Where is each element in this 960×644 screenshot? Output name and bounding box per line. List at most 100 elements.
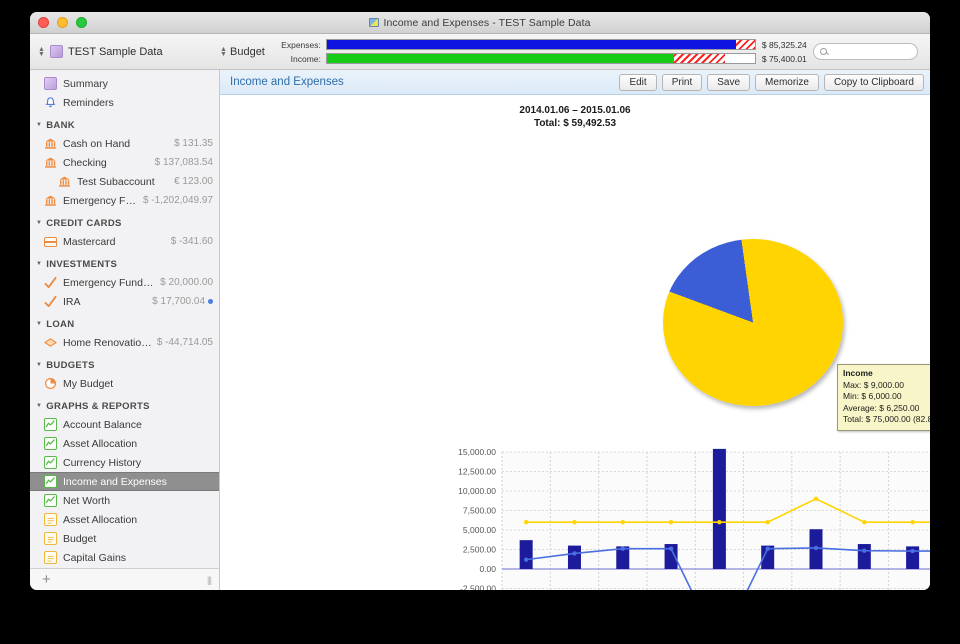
- budget-bar-income-fill: [326, 54, 674, 63]
- data-point-expenses-02-2014[interactable]: [572, 551, 577, 556]
- sidebar-item-currency-history[interactable]: Currency History: [30, 453, 219, 472]
- sidebar-group-label: BANK: [46, 119, 75, 131]
- sidebar-item-account-balance[interactable]: Account Balance: [30, 415, 219, 434]
- line-series-income[interactable]: [526, 497, 930, 523]
- window-title-text: Income and Expenses - TEST Sample Data: [383, 16, 591, 29]
- chart-area: 2014.01.06 – 2015.01.06 Total: $ 59,492.…: [220, 104, 930, 590]
- tooltip-title: Income: [843, 368, 873, 378]
- budget-bar-expenses-overflow: [735, 40, 755, 49]
- pie-chart-container: [663, 239, 843, 406]
- sidebar-item-emergency-fund[interactable]: Emergency Fund, ...$ -1,202,049.97: [30, 191, 219, 210]
- data-point-income-03-2014[interactable]: [620, 520, 625, 525]
- graph-icon: [44, 437, 57, 450]
- bar-03-2014[interactable]: [616, 546, 630, 569]
- search-box[interactable]: [813, 43, 918, 60]
- sidebar-group-budgets[interactable]: ▼ BUDGETS: [30, 356, 219, 374]
- sidebar-item-label: Mastercard: [63, 235, 116, 248]
- sidebar-item-test-subaccount[interactable]: Test Subaccount € 123.00: [30, 172, 219, 191]
- data-point-expenses-01-2014[interactable]: [523, 557, 529, 562]
- maximize-window-button[interactable]: [76, 17, 87, 28]
- chevron-down-icon: ▼: [36, 403, 43, 409]
- sidebar-item-ira[interactable]: IRA $ 17,700.04: [30, 292, 219, 311]
- data-point-expenses-08-2014[interactable]: [862, 548, 867, 553]
- bar-08-2014[interactable]: [857, 544, 871, 569]
- y-axis-tick-label: 0.00: [479, 564, 496, 574]
- y-axis-tick-label: -2,500.00: [460, 584, 496, 591]
- sidebar-group-credit-cards[interactable]: ▼ CREDIT CARDS: [30, 214, 219, 232]
- minimize-window-button[interactable]: [57, 17, 68, 28]
- bank-icon: [44, 137, 57, 150]
- sidebar-group-label: GRAPHS & REPORTS: [46, 400, 150, 412]
- unread-indicator-dot: [208, 299, 213, 304]
- data-point-expenses-07-2014[interactable]: [813, 545, 819, 551]
- sidebar-item-label: Reminders: [63, 96, 114, 109]
- bar-02-2014[interactable]: [567, 545, 581, 569]
- search-input[interactable]: [831, 46, 911, 57]
- line-series-expenses[interactable]: [526, 547, 930, 590]
- sidebar-item-budget[interactable]: Budget: [30, 529, 219, 548]
- sidebar-group-bank[interactable]: ▼ BANK: [30, 116, 219, 134]
- data-point-income-05-2014[interactable]: [717, 520, 722, 525]
- bar-05-2014[interactable]: [712, 448, 726, 569]
- sidebar-item-income-and-expenses[interactable]: Income and Expenses: [30, 472, 219, 491]
- sidebar-item-asset-allocation[interactable]: Asset Allocation: [30, 434, 219, 453]
- bar-01-2014[interactable]: [519, 540, 533, 569]
- save-button[interactable]: Save: [707, 73, 751, 91]
- data-point-income-02-2014[interactable]: [572, 520, 577, 525]
- chevron-down-icon: ▼: [36, 122, 43, 128]
- sidebar-item-asset-allocation[interactable]: Asset Allocation: [30, 510, 219, 529]
- chevron-down-icon: ▼: [36, 321, 43, 327]
- sidebar-group-label: LOAN: [46, 318, 75, 330]
- report-icon: [44, 532, 57, 545]
- sidebar-item-summary[interactable]: Summary: [30, 74, 219, 93]
- loan-icon: [44, 336, 57, 349]
- data-point-income-08-2014[interactable]: [862, 520, 867, 525]
- sidebar-item-label: Asset Allocation: [63, 513, 138, 526]
- data-point-income-01-2014[interactable]: [523, 520, 529, 525]
- data-point-expenses-03-2014[interactable]: [620, 546, 625, 551]
- sidebar-item-amount: $ -44,714.05: [156, 337, 213, 348]
- close-window-button[interactable]: [38, 17, 49, 28]
- sidebar-group-label: BUDGETS: [46, 359, 95, 371]
- sidebar-item-cash-on-hand[interactable]: Cash on Hand $ 131.35: [30, 134, 219, 153]
- sidebar: Summary Reminders ▼ BANK Cash on Hand $ 131.3…: [30, 70, 220, 590]
- edit-button[interactable]: Edit: [619, 73, 657, 91]
- sidebar-group-label: INVESTMENTS: [46, 258, 118, 270]
- sidebar-item-label: Currency History: [63, 456, 142, 469]
- sidebar-item-capital-gains[interactable]: Capital Gains: [30, 548, 219, 567]
- sidebar-item-label: Income and Expenses: [63, 475, 167, 488]
- memorize-button[interactable]: Memorize: [755, 73, 819, 91]
- page-title: Income and Expenses: [230, 76, 344, 88]
- sidebar-group-loan[interactable]: ▼ LOAN: [30, 315, 219, 333]
- data-point-income-09-2014[interactable]: [910, 520, 915, 525]
- copy-to-clipboard-button[interactable]: Copy to Clipboard: [823, 73, 924, 91]
- line-bar-chart[interactable]: 15,000.00 12,500.00 10,000.00 7,500.00 5,000…: [442, 442, 930, 590]
- data-point-expenses-04-2014[interactable]: [668, 546, 674, 551]
- sidebar-group-investments[interactable]: ▼ INVESTMENTS: [30, 255, 219, 273]
- sidebar-group-graphs-reports[interactable]: ▼ GRAPHS & REPORTS: [30, 397, 219, 415]
- budget-selector[interactable]: ▲ ▼ Budget: [220, 46, 265, 58]
- sidebar-item-my-budget[interactable]: My Budget: [30, 374, 219, 393]
- sidebar-item-emergency-fund-rolli[interactable]: Emergency Fund Rolli... $ 20,000.00: [30, 273, 219, 292]
- sidebar-item-checking[interactable]: Checking $ 137,083.54: [30, 153, 219, 172]
- data-point-income-04-2014[interactable]: [668, 520, 674, 525]
- file-selector[interactable]: ▲ ▼ TEST Sample Data: [38, 45, 220, 58]
- pie-chart[interactable]: [663, 239, 843, 406]
- bar-06-2014[interactable]: [761, 545, 775, 569]
- data-point-expenses-06-2014[interactable]: [765, 546, 770, 551]
- sidebar-item-net-worth[interactable]: Net Worth: [30, 491, 219, 510]
- sidebar-item-reminders[interactable]: Reminders: [30, 93, 219, 112]
- data-point-income-06-2014[interactable]: [765, 520, 770, 525]
- sidebar-item-label: Capital Gains: [63, 551, 127, 564]
- sidebar-item-mastercard[interactable]: Mastercard $ -341.60: [30, 232, 219, 251]
- data-point-expenses-09-2014[interactable]: [910, 548, 915, 554]
- sidebar-item-home-renovation-loan[interactable]: Home Renovation Loan$ -44,714.05: [30, 333, 219, 352]
- app-icon: [369, 17, 380, 27]
- y-axis-tick-label: 2,500.00: [463, 545, 496, 555]
- data-point-income-07-2014[interactable]: [813, 496, 819, 501]
- bar-04-2014[interactable]: [664, 544, 678, 569]
- print-button[interactable]: Print: [661, 73, 703, 91]
- resize-grip[interactable]: |||: [206, 574, 212, 585]
- bar-09-2014[interactable]: [906, 546, 920, 569]
- add-account-button[interactable]: +: [42, 571, 51, 588]
